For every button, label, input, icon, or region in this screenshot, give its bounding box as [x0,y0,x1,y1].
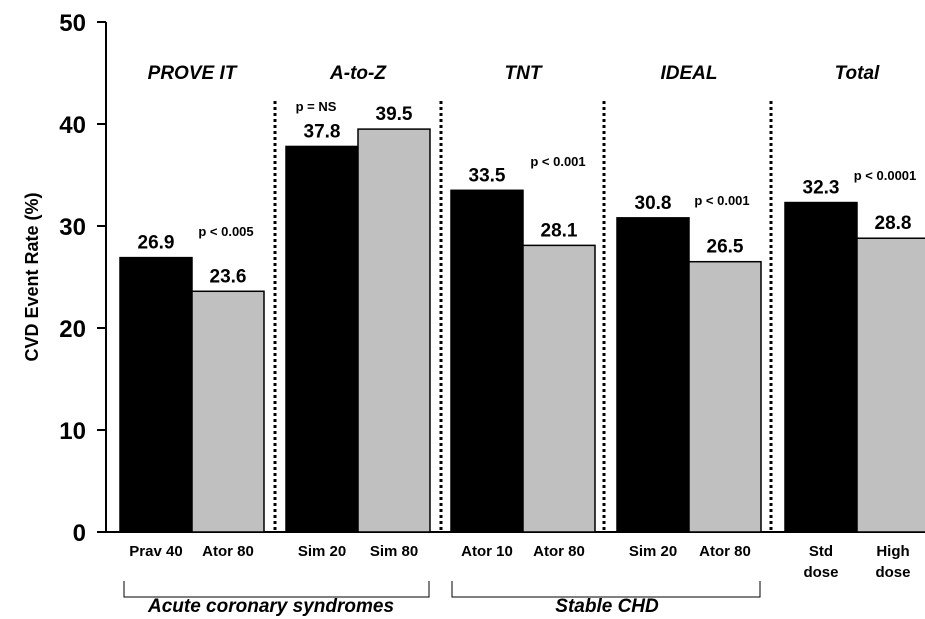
category-label: Prav 40 [129,543,182,560]
y-tick-label: 10 [59,418,86,445]
category-label: Sim 80 [370,543,418,560]
group-label: Stable CHD [555,596,659,617]
bar-ideal-high [688,260,762,533]
bar-value-label: 28.8 [875,213,912,234]
category-label: Ator 80 [533,543,585,560]
category-label: Ator 80 [202,543,254,560]
bar-value-label: 30.8 [635,193,672,214]
bar-value-label: 28.1 [541,220,578,241]
p-value-label: p = NS [296,99,337,114]
trial-name: A-to-Z [329,63,387,84]
bar-value-label: 39.5 [376,104,413,125]
group-bracket [451,581,761,598]
y-tick-label: 50 [59,10,86,37]
bar-tnt-high [522,244,596,533]
category-label: Sim 20 [629,543,677,560]
category-label: dose [803,564,838,581]
y-axis-title: CVD Event Rate (%) [22,192,42,361]
bar-prove-it-high [191,290,265,533]
group-brackets: Acute coronary syndromes Stable CHD [123,581,761,617]
y-tick-label: 20 [59,316,86,343]
p-value-label: p < 0.005 [198,224,253,239]
trial-name: TNT [505,63,543,84]
bar-a-to-z-standard [285,145,359,533]
category-label: Ator 80 [699,543,751,560]
y-tick-label: 30 [59,214,86,241]
bar-value-label: 26.9 [138,233,175,254]
group-label: Acute coronary syndromes [147,596,394,617]
category-label: dose [875,564,910,581]
trial-name: IDEAL [661,63,718,84]
category-label: Ator 10 [461,543,513,560]
group-bracket [123,581,430,598]
bar-value-label: 32.3 [803,178,840,199]
bar-prove-it-standard [119,256,193,533]
bar-value-label: 37.8 [304,121,341,142]
p-value-label: p < 0.001 [530,154,585,169]
bars [119,128,925,533]
bar-total-standard [784,201,858,533]
category-label: Sim 20 [298,543,346,560]
bar-value-label: 26.5 [707,237,744,258]
trial-name: PROVE IT [148,63,238,84]
trial-name: Total [835,63,880,84]
category-label: Std [809,543,833,560]
bar-total-high [856,237,925,533]
p-value-label: p < 0.001 [694,193,749,208]
bar-a-to-z-high [357,128,431,533]
category-label: High [876,543,909,560]
bar-value-label: 33.5 [469,165,506,186]
bar-ideal-standard [616,217,690,533]
y-tick-label: 0 [73,520,86,547]
y-tick-label: 40 [59,112,86,139]
bar-value-label: 23.6 [210,266,247,287]
labels: 26.9 Prav 40 23.6 Ator 80 PROVE IT 37.8 Sim 20… [129,63,916,581]
bar-tnt-standard [450,189,524,533]
p-value-label: p < 0.0001 [854,168,917,183]
